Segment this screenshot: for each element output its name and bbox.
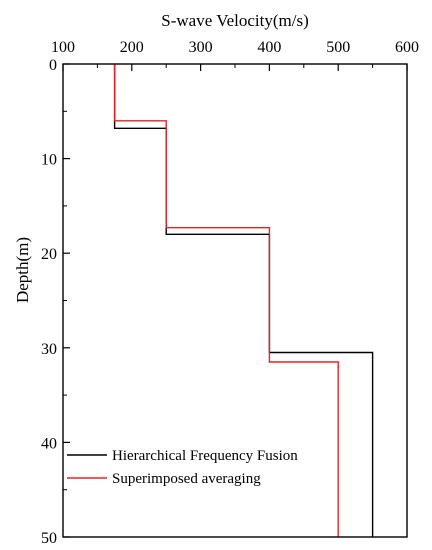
x-tick-label: 100 <box>51 39 75 56</box>
x-tick-label: 200 <box>120 39 144 56</box>
x-axis-title: S-wave Velocity(m/s) <box>161 11 308 30</box>
axes: 100 200 300 400 500 600 0 10 20 30 40 50 <box>41 39 419 547</box>
x-tick-label: 400 <box>257 39 281 56</box>
y-tick-label: 40 <box>41 435 57 452</box>
y-tick-label: 20 <box>41 246 57 263</box>
y-tick-label: 10 <box>41 152 57 169</box>
legend-label-2: Superimposed averaging <box>112 471 261 487</box>
legend: Hierarchical Frequency Fusion Superimpose… <box>67 448 298 487</box>
x-tick-label: 600 <box>395 39 419 56</box>
x-tick-label: 300 <box>189 39 213 56</box>
series-line-2 <box>113 64 339 537</box>
y-tick-label: 50 <box>41 530 57 547</box>
y-axis-title: Depth(m) <box>13 237 32 303</box>
y-tick-label: 30 <box>41 341 57 358</box>
series-line-1 <box>113 64 374 537</box>
x-tick-label: 500 <box>326 39 350 56</box>
y-tick-label: 0 <box>49 57 57 74</box>
plot-area <box>113 64 374 537</box>
legend-label-1: Hierarchical Frequency Fusion <box>112 448 298 464</box>
